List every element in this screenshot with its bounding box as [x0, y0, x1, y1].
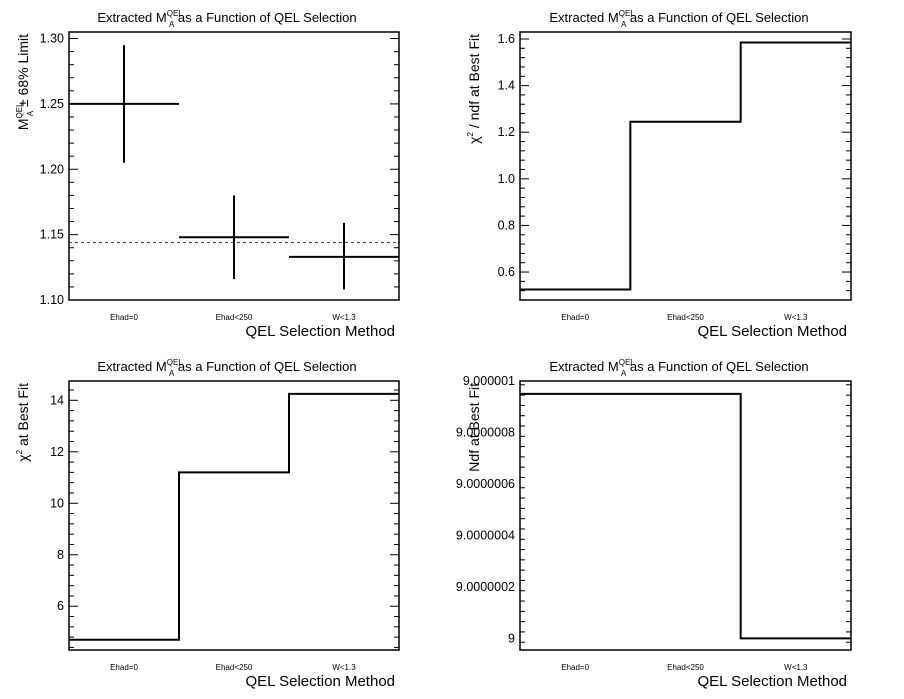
y-axis-label-part: A — [26, 110, 35, 116]
y-axis-label-part: at Best Fit — [15, 383, 31, 450]
y-tick-label: 12 — [50, 445, 64, 459]
x-tick-label: W<1.3 — [784, 663, 808, 672]
x-tick-label: Ehad<250 — [667, 663, 704, 672]
chart-panel-4: Extracted MQEL A as a Function of QEL Sel… — [456, 358, 852, 690]
y-axis-label-part: Ndf at Best Fit — [466, 383, 482, 472]
chart-title-part: A — [169, 20, 175, 29]
chart-title-part: A — [169, 369, 175, 378]
plot-frame — [519, 31, 852, 301]
y-tick-label: 0.6 — [498, 265, 515, 279]
chart-title: Extracted MQEL A as a Function of QEL Sel… — [549, 9, 808, 29]
y-axis-label-part: ± 68% Limit — [15, 34, 31, 111]
x-tick-label: Ehad=0 — [561, 313, 589, 322]
chart-title: Extracted MQEL A as a Function of QEL Sel… — [97, 358, 356, 378]
y-axis-label: MQEL A ± 68% Limit — [15, 34, 35, 130]
x-axis-label: QEL Selection Method — [697, 323, 847, 340]
y-tick-label: 1.4 — [498, 79, 515, 93]
step-series-line — [69, 392, 399, 641]
chart-title-part: Extracted M — [549, 10, 618, 25]
chart-title-part: A — [621, 20, 627, 29]
chart-title-part: QEL — [619, 9, 636, 18]
plot-frame — [68, 380, 400, 651]
y-axis-label: χ2 at Best Fit — [15, 383, 31, 462]
x-tick-label: W<1.3 — [332, 313, 356, 322]
y-axis-label-part: 2 — [15, 449, 24, 454]
chart-title-part: as a Function of QEL Selection — [174, 359, 356, 374]
y-tick-label: 1.6 — [498, 32, 515, 46]
y-tick-label: 0.8 — [498, 218, 515, 232]
y-axis-label: Ndf at Best Fit — [466, 383, 482, 472]
x-axis-label: QEL Selection Method — [697, 673, 847, 690]
y-tick-label: 9.0000004 — [456, 528, 515, 542]
y-axis-label-part: 2 — [466, 132, 475, 137]
chart-title-part: Extracted M — [97, 10, 166, 25]
chart-panel-3: Extracted MQEL A as a Function of QEL Sel… — [15, 358, 400, 690]
step-series-line — [520, 392, 851, 640]
chart-panel-1: Extracted MQEL A as a Function of QEL Sel… — [15, 9, 400, 340]
y-axis-label-part: M — [15, 118, 31, 130]
x-tick-label: Ehad=0 — [561, 663, 589, 672]
y-tick-label: 14 — [50, 393, 64, 407]
chart-title: Extracted MQEL A as a Function of QEL Sel… — [549, 358, 808, 378]
y-tick-label: 1.30 — [40, 32, 64, 46]
y-axis-label: χ2 / ndf at Best Fit — [466, 34, 482, 144]
chart-title-part: as a Function of QEL Selection — [174, 10, 356, 25]
x-tick-label: Ehad<250 — [216, 663, 253, 672]
x-axis-label: QEL Selection Method — [245, 323, 395, 340]
y-tick-label: 1.2 — [498, 125, 515, 139]
y-tick-label: 9.000001 — [463, 374, 515, 388]
y-tick-label: 1.25 — [40, 97, 64, 111]
y-tick-label: 1.20 — [40, 162, 64, 176]
y-axis-label-part: QEL — [15, 102, 24, 119]
step-series-line — [520, 41, 851, 291]
chart-title: Extracted MQEL A as a Function of QEL Sel… — [97, 9, 356, 29]
y-tick-label: 6 — [57, 599, 64, 613]
x-tick-label: Ehad<250 — [667, 313, 704, 322]
plot-frame — [519, 380, 852, 651]
y-axis-label-part: χ — [466, 136, 482, 144]
chart-panel-2: Extracted MQEL A as a Function of QEL Sel… — [466, 9, 852, 340]
chart-title-part: as a Function of QEL Selection — [626, 359, 808, 374]
y-tick-label: 8 — [57, 548, 64, 562]
y-tick-label: 9.0000006 — [456, 477, 515, 491]
chart-title-part: Extracted M — [549, 359, 618, 374]
x-axis-label: QEL Selection Method — [245, 673, 395, 690]
y-tick-label: 1.10 — [40, 293, 64, 307]
chart-title-part: as a Function of QEL Selection — [626, 10, 808, 25]
chart-title-part: QEL — [167, 358, 184, 367]
y-tick-label: 1.15 — [40, 228, 64, 242]
y-tick-label: 9 — [508, 631, 515, 645]
chart-title-part: QEL — [619, 358, 636, 367]
chart-title-part: A — [621, 369, 627, 378]
y-tick-label: 10 — [50, 496, 64, 510]
plot-frame — [68, 31, 400, 301]
y-tick-label: 1.0 — [498, 172, 515, 186]
x-tick-label: W<1.3 — [784, 313, 808, 322]
x-tick-label: Ehad=0 — [110, 313, 138, 322]
x-tick-label: Ehad<250 — [216, 313, 253, 322]
x-tick-label: W<1.3 — [332, 663, 356, 672]
y-axis-label-part: χ — [15, 454, 31, 462]
chart-title-part: QEL — [167, 9, 184, 18]
y-tick-label: 9.0000008 — [456, 425, 515, 439]
y-tick-label: 9.0000002 — [456, 580, 515, 594]
x-tick-label: Ehad=0 — [110, 663, 138, 672]
y-axis-label-part: / ndf at Best Fit — [466, 34, 482, 132]
chart-title-part: Extracted M — [97, 359, 166, 374]
